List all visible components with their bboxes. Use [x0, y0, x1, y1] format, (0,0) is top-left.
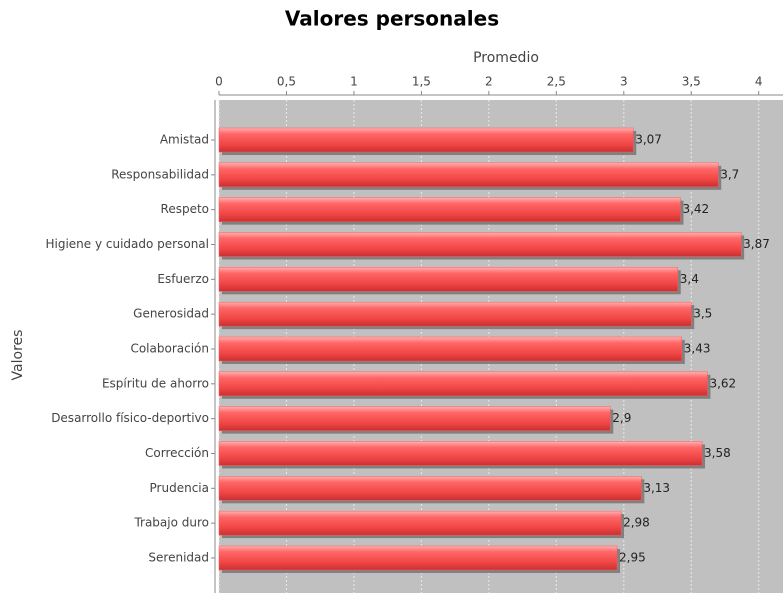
bar [218, 441, 703, 466]
value-label: 3,7 [720, 167, 739, 181]
value-label: 2,9 [612, 411, 631, 425]
value-label: 3,87 [743, 237, 770, 251]
value-label: 3,07 [635, 133, 662, 147]
x-axis-title: Promedio [473, 50, 539, 66]
bar [218, 162, 719, 188]
bar [218, 371, 708, 397]
x-tick-label: 0 [215, 75, 223, 89]
x-tick-label: 1,5 [412, 75, 431, 89]
y-tick-label: Prudencia [150, 481, 209, 495]
y-tick-label: Trabajo duro [133, 516, 209, 530]
bar [218, 545, 618, 571]
x-tick-label: 4 [755, 75, 763, 89]
y-tick-label: Responsabilidad [111, 167, 209, 181]
value-label: 3,58 [704, 446, 731, 460]
y-axis-title: Valores [10, 330, 26, 381]
bar [218, 197, 681, 222]
y-tick-label: Desarrollo físico-deportivo [51, 411, 209, 425]
y-tick-label: Serenidad [148, 550, 209, 564]
value-label: 3,43 [684, 341, 711, 355]
value-label: 2,98 [623, 516, 650, 530]
x-tick-label: 1 [350, 75, 358, 89]
bar [218, 232, 742, 257]
value-label: 3,4 [680, 272, 699, 286]
x-tick-label: 2 [485, 75, 493, 89]
value-label: 2,95 [619, 550, 646, 564]
y-tick-label: Respeto [161, 202, 209, 216]
y-tick-label: Esfuerzo [157, 272, 209, 286]
value-label: 3,13 [643, 481, 670, 495]
y-tick-label: Generosidad [133, 307, 209, 321]
y-tick-label: Espíritu de ahorro [102, 376, 209, 390]
value-label: 3,5 [693, 307, 712, 321]
bar [218, 476, 642, 501]
y-tick-label: Corrección [145, 446, 209, 460]
x-tick-label: 2,5 [547, 75, 566, 89]
bar [218, 406, 611, 431]
value-label: 3,42 [682, 202, 709, 216]
x-tick-label: 3,5 [682, 75, 701, 89]
x-tick-label: 3 [620, 75, 628, 89]
bar [218, 510, 622, 536]
x-tick-label: 0,5 [277, 75, 296, 89]
chart-title: Valores personales [285, 7, 499, 31]
bar [218, 301, 692, 327]
value-label: 3,62 [709, 376, 736, 390]
y-tick-label: Colaboración [130, 341, 209, 355]
y-tick-label: Higiene y cuidado personal [45, 237, 209, 251]
bar [218, 336, 683, 362]
bar [218, 127, 634, 153]
bar [218, 267, 679, 292]
y-tick-label: Amistad [160, 133, 209, 147]
